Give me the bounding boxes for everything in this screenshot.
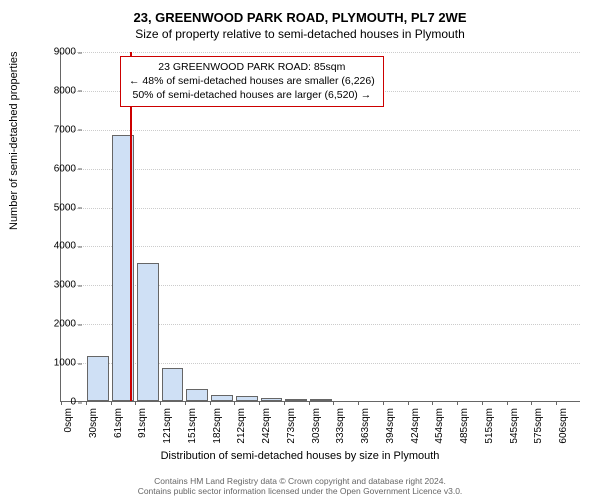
x-tick-label: 363sqm <box>360 408 371 444</box>
x-tick-label: 394sqm <box>385 408 396 444</box>
x-tick-mark <box>358 401 359 405</box>
y-tick-label: 1000 <box>36 358 76 369</box>
x-tick-mark <box>284 401 285 405</box>
x-tick-label: 0sqm <box>63 408 74 432</box>
x-tick-mark <box>160 401 161 405</box>
y-tick-label: 9000 <box>36 47 76 58</box>
gridline <box>61 52 580 53</box>
gridline <box>61 130 580 131</box>
y-tick-label: 0 <box>36 397 76 408</box>
x-tick-label: 212sqm <box>236 408 247 444</box>
x-tick-mark <box>210 401 211 405</box>
x-tick-label: 333sqm <box>335 408 346 444</box>
x-tick-mark <box>111 401 112 405</box>
x-tick-mark <box>507 401 508 405</box>
footer-line1: Contains HM Land Registry data © Crown c… <box>0 476 600 486</box>
y-tick-label: 2000 <box>36 319 76 330</box>
x-tick-mark <box>482 401 483 405</box>
x-tick-label: 515sqm <box>484 408 495 444</box>
footer-attribution: Contains HM Land Registry data © Crown c… <box>0 476 600 496</box>
footer-line2: Contains public sector information licen… <box>0 486 600 496</box>
x-tick-label: 606sqm <box>558 408 569 444</box>
x-tick-label: 273sqm <box>286 408 297 444</box>
chart-title-address: 23, GREENWOOD PARK ROAD, PLYMOUTH, PL7 2… <box>0 0 600 25</box>
x-tick-label: 91sqm <box>137 408 148 438</box>
gridline <box>61 246 580 247</box>
y-tick-label: 8000 <box>36 85 76 96</box>
histogram-bar <box>186 389 208 401</box>
y-tick-label: 6000 <box>36 163 76 174</box>
x-tick-label: 575sqm <box>533 408 544 444</box>
annotation-line1: 23 GREENWOOD PARK ROAD: 85sqm <box>129 60 375 74</box>
annotation-box: 23 GREENWOOD PARK ROAD: 85sqm ← 48% of s… <box>120 56 384 107</box>
y-tick-label: 4000 <box>36 241 76 252</box>
x-tick-mark <box>309 401 310 405</box>
histogram-bar <box>261 398 283 401</box>
x-tick-label: 30sqm <box>88 408 99 438</box>
x-tick-mark <box>383 401 384 405</box>
x-tick-mark <box>408 401 409 405</box>
chart-title-subtitle: Size of property relative to semi-detach… <box>0 25 600 47</box>
x-tick-label: 424sqm <box>410 408 421 444</box>
y-tick-label: 5000 <box>36 202 76 213</box>
x-tick-mark <box>531 401 532 405</box>
x-tick-label: 303sqm <box>311 408 322 444</box>
x-tick-label: 151sqm <box>187 408 198 444</box>
x-axis-label: Distribution of semi-detached houses by … <box>0 450 600 462</box>
annotation-line3: 50% of semi-detached houses are larger (… <box>129 88 375 102</box>
histogram-bar <box>162 368 184 401</box>
x-tick-mark <box>86 401 87 405</box>
x-tick-label: 121sqm <box>162 408 173 444</box>
x-tick-mark <box>259 401 260 405</box>
y-tick-label: 3000 <box>36 280 76 291</box>
x-tick-mark <box>135 401 136 405</box>
x-tick-mark <box>333 401 334 405</box>
x-tick-mark <box>556 401 557 405</box>
y-axis-label: Number of semi-detached properties <box>8 51 20 230</box>
histogram-bar <box>211 395 233 401</box>
histogram-bar <box>310 399 332 401</box>
gridline <box>61 208 580 209</box>
histogram-bar <box>137 263 159 401</box>
gridline <box>61 169 580 170</box>
x-tick-label: 485sqm <box>459 408 470 444</box>
x-tick-mark <box>457 401 458 405</box>
x-tick-label: 545sqm <box>509 408 520 444</box>
histogram-bar <box>285 399 307 401</box>
x-tick-label: 242sqm <box>261 408 272 444</box>
x-tick-mark <box>234 401 235 405</box>
annotation-line2: ← 48% of semi-detached houses are smalle… <box>129 74 375 88</box>
histogram-bar <box>87 356 109 401</box>
x-tick-label: 182sqm <box>212 408 223 444</box>
y-tick-label: 7000 <box>36 124 76 135</box>
x-tick-mark <box>432 401 433 405</box>
x-tick-label: 454sqm <box>434 408 445 444</box>
histogram-bar <box>236 396 258 401</box>
x-tick-label: 61sqm <box>113 408 124 438</box>
x-tick-mark <box>185 401 186 405</box>
